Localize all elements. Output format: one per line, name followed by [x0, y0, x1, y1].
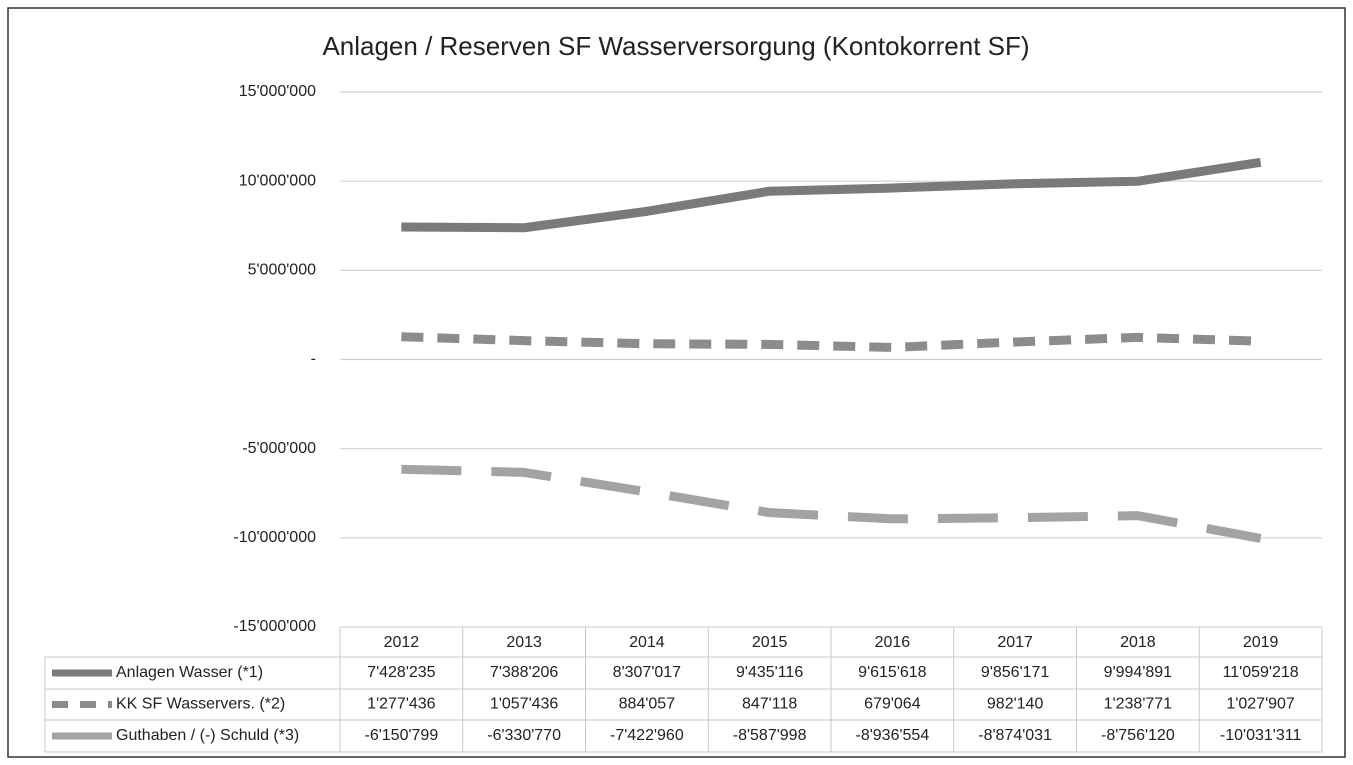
x-tick-label: 2012 [384, 634, 420, 651]
table-cell: 982'140 [987, 696, 1044, 713]
series-line [401, 157, 1262, 233]
y-tick-label: 10'000'000 [239, 172, 316, 189]
y-tick-label: 15'000'000 [239, 83, 316, 100]
y-tick-label: -10'000'000 [233, 529, 316, 546]
x-tick-label: 2013 [506, 634, 542, 651]
x-tick-label: 2015 [752, 634, 788, 651]
table-cell: 1'027'907 [1226, 696, 1295, 713]
y-tick-label: -15'000'000 [233, 618, 316, 635]
table-cell: 8'307'017 [613, 664, 682, 681]
table-cell: -10'031'311 [1220, 727, 1302, 744]
series-line [401, 464, 1262, 543]
x-tick-label: 2016 [875, 634, 911, 651]
x-tick-label: 2014 [629, 634, 665, 651]
legend-label: Guthaben / (-) Schuld (*3) [116, 727, 299, 744]
table-cell: 847'118 [742, 696, 797, 713]
x-tick-label: 2018 [1120, 634, 1156, 651]
y-tick-label: - [311, 351, 316, 368]
table-cell: -8'936'554 [856, 727, 930, 744]
x-tick-label: 2017 [997, 634, 1033, 651]
table-cell: -8'587'998 [733, 727, 807, 744]
table-cell: 884'057 [619, 696, 676, 713]
chart-title: Anlagen / Reserven SF Wasserversorgung (… [322, 31, 1029, 61]
table-cell: 9'435'116 [736, 664, 803, 681]
table-cell: -7'422'960 [610, 727, 684, 744]
chart-border [7, 7, 1346, 758]
table-cell: -8'874'031 [978, 727, 1052, 744]
table-cell: 679'064 [864, 696, 921, 713]
table-cell: 9'994'891 [1104, 664, 1173, 681]
table-cell: 11'059'218 [1223, 664, 1299, 681]
table-cell: 9'856'171 [981, 664, 1050, 681]
table-cell: 1'277'436 [367, 696, 436, 713]
table-cell: -6'150'799 [365, 727, 439, 744]
y-tick-label: 5'000'000 [248, 262, 317, 279]
table-cell: 1'057'436 [490, 696, 559, 713]
legend-label: KK SF Wasservers. (*2) [116, 696, 285, 713]
table-cell: -6'330'770 [487, 727, 561, 744]
table-cell: 7'388'206 [490, 664, 559, 681]
y-tick-label: -5'000'000 [242, 440, 316, 457]
table-cell: -8'756'120 [1101, 727, 1175, 744]
x-tick-label: 2019 [1243, 634, 1279, 651]
table-cell: 9'615'618 [858, 664, 927, 681]
table-cell: 7'428'235 [367, 664, 436, 681]
table-cell: 1'238'771 [1104, 696, 1173, 713]
legend-label: Anlagen Wasser (*1) [116, 664, 263, 681]
